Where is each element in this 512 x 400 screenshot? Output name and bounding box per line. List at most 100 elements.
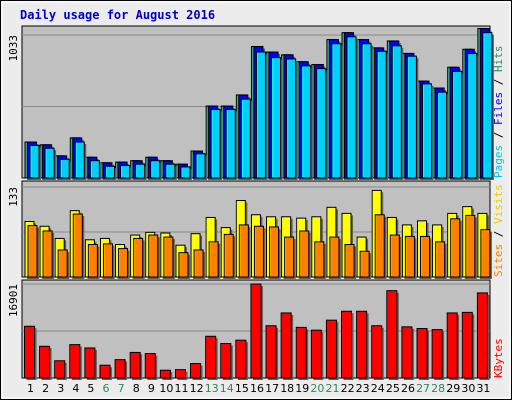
x-tick-label-day-23: 23	[356, 382, 370, 395]
bar-kbytes-day-undefined	[235, 339, 248, 380]
bar-pages-day-7	[120, 165, 132, 180]
bar-pages-day-31	[482, 32, 494, 180]
x-tick-label-day-27: 27	[416, 382, 430, 395]
bar-pages-day-2	[44, 147, 57, 180]
x-tick-label-day-14: 14	[220, 382, 234, 395]
bar-sites-day-undefined	[329, 236, 341, 279]
bar-sites-day-undefined	[435, 241, 447, 279]
bar-kbytes-day-undefined	[431, 329, 445, 380]
bar-kbytes-day-undefined	[265, 325, 279, 380]
bar-sites-day-undefined	[133, 237, 145, 279]
bar-sites-day-undefined	[163, 236, 175, 279]
x-tick-label-day-22: 22	[341, 382, 355, 395]
bar-kbytes-day-undefined	[129, 351, 143, 380]
x-tick-label-day-4: 4	[72, 382, 79, 395]
bar-sites-day-undefined	[238, 224, 251, 279]
bar-sites-day-undefined	[404, 235, 417, 279]
bar-sites-day-undefined	[178, 252, 190, 279]
x-tick-label-day-2: 2	[42, 382, 49, 395]
bar-sites-day-undefined	[42, 230, 55, 279]
legend-separator: /	[492, 72, 505, 92]
bar-pages-day-11	[180, 166, 192, 180]
panel-3: 16901 KBytes	[7, 279, 505, 380]
bar-pages-day-22	[346, 36, 359, 180]
series-legend: Sites / Visits	[492, 184, 505, 277]
bar-pages-day-5	[89, 160, 102, 180]
bar-pages-day-19	[301, 65, 313, 180]
bar-sites-day-undefined	[193, 249, 206, 279]
legend-pages: Pages	[492, 145, 505, 178]
bar-kbytes-day-undefined	[461, 311, 475, 380]
bar-kbytes-day-undefined	[310, 329, 324, 380]
x-tick-label-day-26: 26	[401, 382, 415, 395]
x-tick-label-day-21: 21	[325, 382, 339, 395]
x-tick-label-day-13: 13	[205, 382, 219, 395]
bar-kbytes-day-undefined	[220, 343, 233, 380]
bar-pages-day-3	[59, 158, 72, 180]
x-tick-label-day-1: 1	[27, 382, 34, 395]
bar-pages-day-12	[195, 153, 208, 180]
bar-pages-day-28	[437, 91, 449, 180]
legend-files: Files	[492, 92, 505, 125]
bar-pages-day-16	[255, 51, 268, 180]
x-tick-label-day-12: 12	[190, 382, 204, 395]
bar-kbytes-day-undefined	[295, 326, 309, 380]
series-legend: KBytes	[492, 338, 505, 378]
bar-kbytes-day-undefined	[416, 327, 430, 380]
x-tick-label-day-6: 6	[103, 382, 110, 395]
x-tick-label-day-5: 5	[87, 382, 94, 395]
bar-pages-day-18	[286, 58, 298, 180]
bar-kbytes-day-undefined	[84, 347, 97, 380]
bar-sites-day-undefined	[450, 218, 462, 279]
bar-sites-day-undefined	[208, 241, 221, 279]
x-tick-label-day-20: 20	[310, 382, 324, 395]
bar-kbytes-day-undefined	[24, 325, 37, 380]
bar-pages-day-10	[165, 163, 177, 180]
panel-1: 1033 Pages / Files / Hits	[7, 25, 505, 181]
bar-pages-day-6	[104, 165, 117, 180]
bar-kbytes-day-undefined	[371, 325, 384, 380]
bar-kbytes-day-undefined	[99, 364, 112, 380]
x-tick-label-day-8: 8	[133, 382, 140, 395]
bar-sites-day-undefined	[102, 243, 115, 279]
bar-pages-day-23	[361, 43, 374, 181]
x-tick-label-day-28: 28	[431, 382, 445, 395]
bar-kbytes-day-undefined	[341, 310, 354, 380]
bar-kbytes-day-undefined	[39, 345, 52, 380]
bar-pages-day-30	[467, 52, 479, 180]
bar-pages-day-4	[74, 141, 87, 180]
x-tick-label-day-3: 3	[57, 382, 64, 395]
bar-sites-day-undefined	[389, 234, 402, 279]
bar-pages-day-1	[29, 144, 41, 180]
x-tick-label-day-25: 25	[386, 382, 400, 395]
bar-pages-day-25	[391, 45, 404, 181]
x-tick-label-day-17: 17	[265, 382, 279, 395]
bar-sites-day-undefined	[374, 214, 387, 279]
bar-kbytes-day-undefined	[114, 359, 128, 380]
bar-pages-day-15	[240, 98, 253, 180]
y-tick-label: 1033	[7, 35, 20, 62]
x-tick-label-day-10: 10	[159, 382, 173, 395]
bar-kbytes-day-undefined	[174, 369, 188, 380]
bar-pages-day-8	[135, 163, 147, 180]
chart-title: Daily usage for August 2016	[20, 8, 215, 22]
series-legend: Pages / Files / Hits	[492, 46, 505, 179]
bar-kbytes-day-undefined	[159, 369, 173, 380]
legend-sites: Sites	[492, 244, 505, 277]
y-tick-label: 133	[7, 187, 20, 207]
bar-sites-day-undefined	[118, 248, 130, 279]
x-tick-label-day-9: 9	[148, 382, 155, 395]
legend-visits: Visits	[492, 184, 505, 224]
x-tick-label-day-29: 29	[446, 382, 460, 395]
legend-separator: /	[492, 125, 505, 145]
bar-sites-day-undefined	[299, 230, 311, 279]
bar-pages-day-21	[331, 43, 343, 181]
bar-pages-day-29	[452, 70, 464, 180]
bar-pages-day-14	[225, 108, 238, 180]
x-tick-label-day-16: 16	[250, 382, 264, 395]
x-tick-label-day-30: 30	[461, 382, 475, 395]
bar-kbytes-day-undefined	[356, 310, 369, 380]
bar-sites-day-undefined	[148, 234, 160, 279]
